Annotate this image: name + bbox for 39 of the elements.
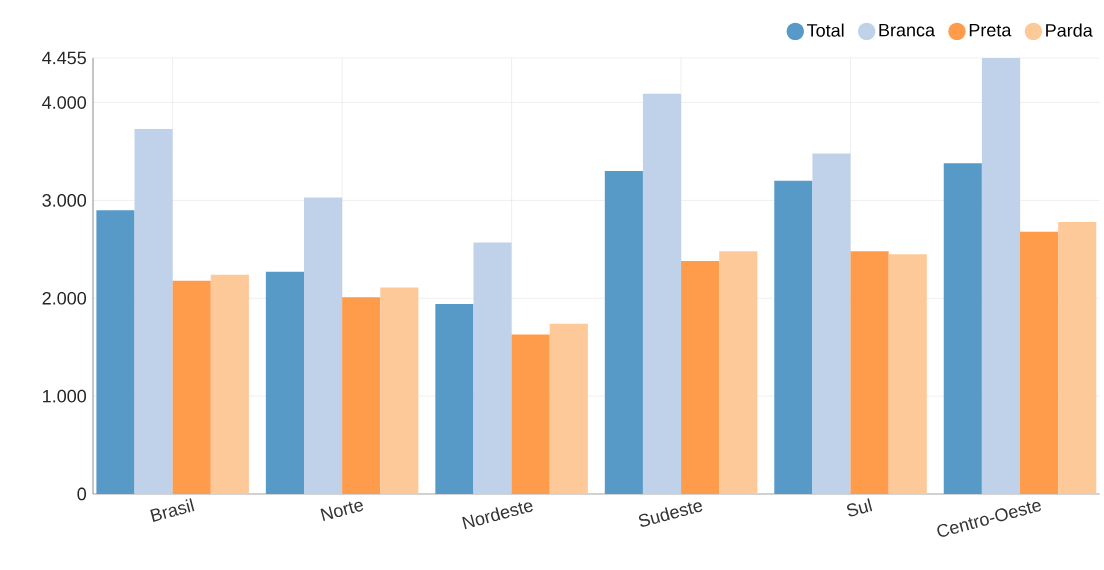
- bar: [719, 251, 758, 494]
- bar: [850, 251, 889, 494]
- bar: [134, 128, 173, 494]
- bar: [304, 197, 343, 494]
- legend-label: Total: [807, 23, 844, 37]
- y-tick-label: 0: [77, 487, 87, 501]
- bar: [210, 274, 249, 494]
- legend-label: Preta: [969, 23, 1012, 37]
- bar: [96, 210, 135, 494]
- bar: [981, 57, 1021, 494]
- bar: [380, 287, 419, 494]
- bar: [812, 153, 851, 494]
- y-tick-label: 3.000: [42, 194, 87, 207]
- bar: [435, 304, 474, 494]
- x-tick-label: Nordeste: [462, 502, 533, 530]
- bar: [774, 180, 813, 494]
- y-tick-label: 4.000: [42, 96, 87, 109]
- bar: [172, 280, 211, 494]
- y-tick-label: 4.455: [42, 51, 86, 65]
- bar: [943, 163, 982, 494]
- x-tick-label: Sul: [847, 498, 873, 517]
- bar: [1020, 231, 1059, 494]
- x-tick-label: Norte: [320, 501, 364, 521]
- y-tick-label: 1.000: [43, 389, 87, 403]
- bar: [604, 171, 643, 494]
- legend-label: Parda: [1046, 23, 1093, 37]
- bar: [1058, 221, 1097, 494]
- x-tick-label: Sudeste: [638, 502, 703, 527]
- y-tick-label: 2.000: [42, 291, 87, 305]
- legend-label: Branca: [879, 23, 936, 37]
- bar: [511, 334, 550, 494]
- bar: [342, 297, 381, 494]
- bar: [473, 242, 512, 494]
- x-tick-label: Brasil: [150, 498, 195, 522]
- bar: [888, 254, 927, 494]
- bar: [549, 323, 588, 494]
- bar: [265, 271, 304, 494]
- bar: [681, 261, 720, 494]
- bar: [642, 93, 682, 494]
